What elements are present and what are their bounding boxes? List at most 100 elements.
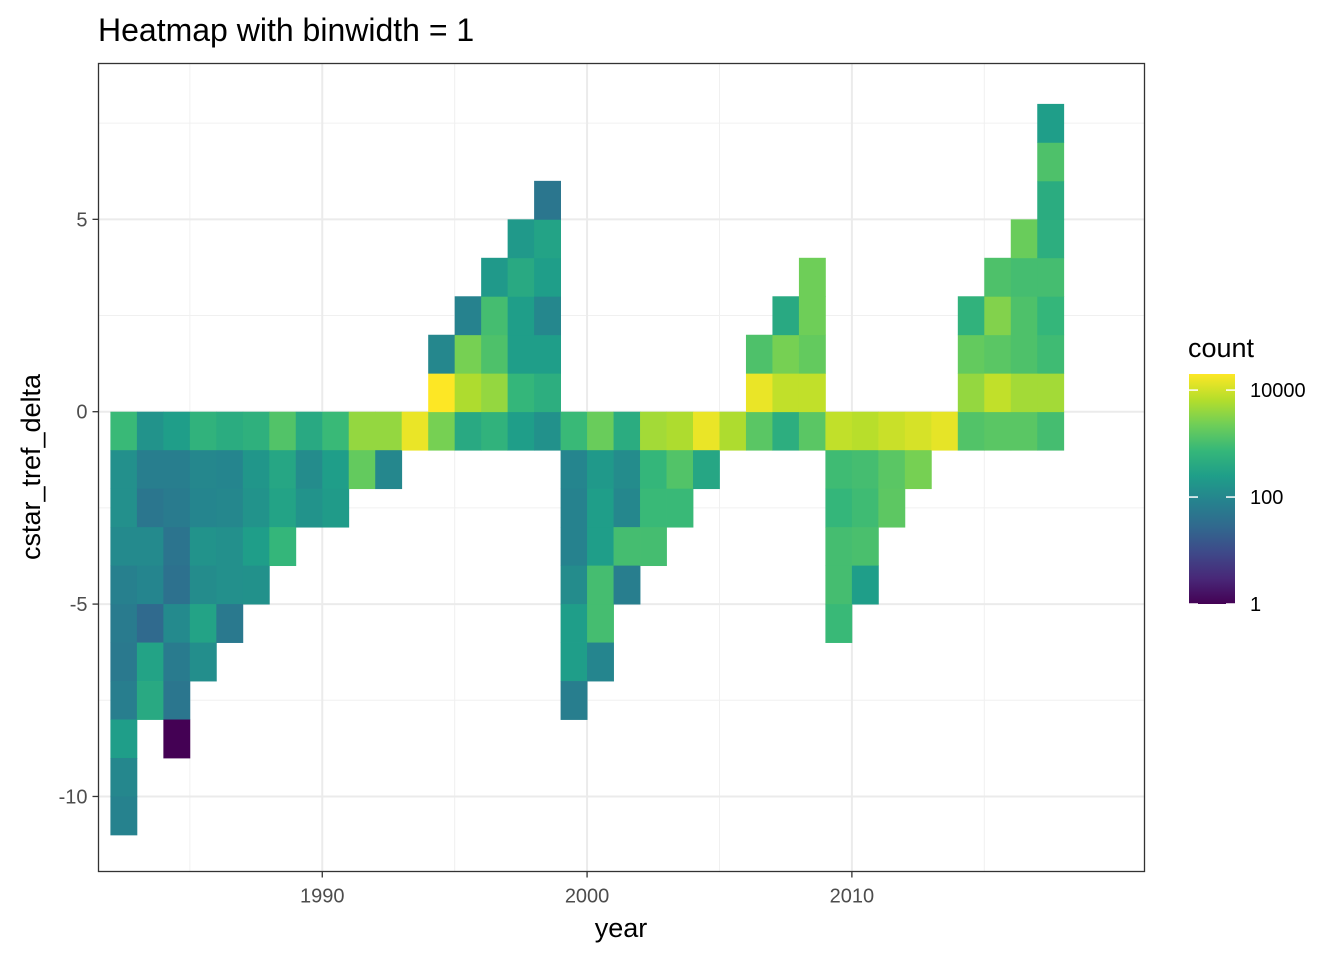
heatmap-cell	[136, 681, 164, 720]
heatmap-cell	[560, 488, 588, 528]
heatmap-cell	[745, 373, 773, 413]
heatmap-cell	[1010, 296, 1038, 336]
heatmap-cell	[136, 488, 164, 528]
heatmap-cell	[640, 450, 667, 490]
legend-label: 1	[1250, 594, 1261, 616]
heatmap-cell	[984, 373, 1012, 413]
heatmap-cell	[454, 373, 482, 413]
heatmap-cell	[163, 565, 191, 605]
heatmap-cell	[719, 411, 747, 451]
heatmap-cell	[242, 488, 270, 528]
heatmap-cell	[322, 450, 350, 490]
heatmap-cell	[560, 450, 588, 490]
heatmap-cell	[110, 757, 138, 797]
heatmap-cell	[348, 411, 376, 451]
heatmap-cell	[851, 565, 879, 605]
heatmap-cell	[692, 450, 720, 490]
heatmap-cell	[507, 296, 535, 336]
heatmap-cell	[110, 450, 138, 490]
x-axis: 1990 2000 2010	[300, 871, 874, 908]
heatmap-cell	[136, 565, 164, 605]
heatmap-cell	[242, 565, 270, 605]
heatmap-cell	[851, 488, 879, 528]
heatmap-cell	[666, 488, 694, 528]
y-axis-title: cstar_tref_delta	[16, 373, 46, 560]
heatmap-cell	[1010, 334, 1038, 374]
heatmap-cell	[454, 334, 482, 374]
heatmap-cells	[110, 103, 1065, 836]
heatmap-cell	[534, 219, 561, 259]
x-tick-label: 1990	[300, 886, 345, 908]
heatmap-cell	[560, 642, 588, 682]
y-tick-label: -10	[59, 786, 88, 808]
heatmap-cell	[110, 488, 138, 528]
heatmap-cell	[587, 527, 614, 567]
heatmap-cell	[163, 604, 191, 643]
heatmap-cell	[481, 334, 509, 374]
y-tick-label: 5	[76, 209, 87, 231]
heatmap-cell	[269, 411, 297, 451]
heatmap-cell	[189, 411, 217, 451]
heatmap-cell	[1037, 296, 1065, 336]
heatmap-cell	[640, 411, 667, 451]
heatmap-cell	[666, 450, 694, 490]
heatmap-cell	[481, 411, 509, 451]
heatmap-cell	[984, 296, 1012, 336]
heatmap-cell	[242, 450, 270, 490]
heatmap-cell	[295, 411, 323, 451]
heatmap-cell	[1010, 257, 1038, 297]
heatmap-cell	[772, 411, 800, 451]
heatmap-cell	[692, 411, 720, 451]
heatmap-cell	[825, 565, 853, 605]
heatmap-cell	[375, 411, 403, 451]
heatmap-cell	[163, 488, 191, 528]
heatmap-cell	[428, 411, 456, 451]
heatmap-cell	[957, 334, 985, 374]
heatmap-cell	[1010, 411, 1038, 451]
heatmap-cell	[428, 334, 456, 374]
heatmap-cell	[269, 488, 297, 528]
heatmap-cell	[745, 411, 773, 451]
heatmap-cell	[401, 411, 429, 451]
heatmap-cell	[507, 219, 535, 259]
heatmap-cell	[851, 527, 879, 567]
heatmap-cell	[454, 296, 482, 336]
heatmap-cell	[534, 257, 561, 297]
heatmap-cell	[587, 450, 614, 490]
y-tick-label: 0	[76, 402, 87, 424]
heatmap-cell	[1037, 334, 1065, 374]
heatmap-cell	[136, 642, 164, 682]
heatmap-cell	[587, 488, 614, 528]
heatmap-cell	[931, 411, 959, 451]
heatmap-cell	[666, 411, 694, 451]
heatmap-cell	[772, 334, 800, 374]
heatmap-cell	[984, 334, 1012, 374]
chart-title: Heatmap with binwidth = 1	[98, 12, 474, 48]
heatmap-cell	[322, 488, 350, 528]
heatmap-cell	[189, 488, 217, 528]
heatmap-cell	[375, 450, 403, 490]
heatmap-cell	[640, 527, 667, 567]
heatmap-cell	[481, 257, 509, 297]
heatmap-cell	[216, 411, 244, 451]
heatmap-cell	[507, 334, 535, 374]
heatmap-cell	[163, 642, 191, 682]
heatmap-cell	[878, 411, 906, 451]
heatmap-cell	[798, 257, 826, 297]
heatmap-cell	[534, 411, 561, 451]
heatmap-cell	[1010, 219, 1038, 259]
heatmap-cell	[242, 527, 270, 567]
heatmap-cell	[110, 565, 138, 605]
heatmap-cell	[560, 681, 588, 720]
heatmap-cell	[904, 450, 932, 490]
heatmap-cell	[110, 719, 138, 759]
heatmap-cell	[560, 527, 588, 567]
heatmap-cell	[454, 411, 482, 451]
heatmap-cell	[110, 681, 138, 720]
legend-label: 100	[1250, 487, 1283, 509]
heatmap-cell	[984, 257, 1012, 297]
heatmap-cell	[825, 527, 853, 567]
x-tick-label: 2000	[565, 886, 610, 908]
heatmap-cell	[269, 450, 297, 490]
heatmap-cell	[163, 527, 191, 567]
